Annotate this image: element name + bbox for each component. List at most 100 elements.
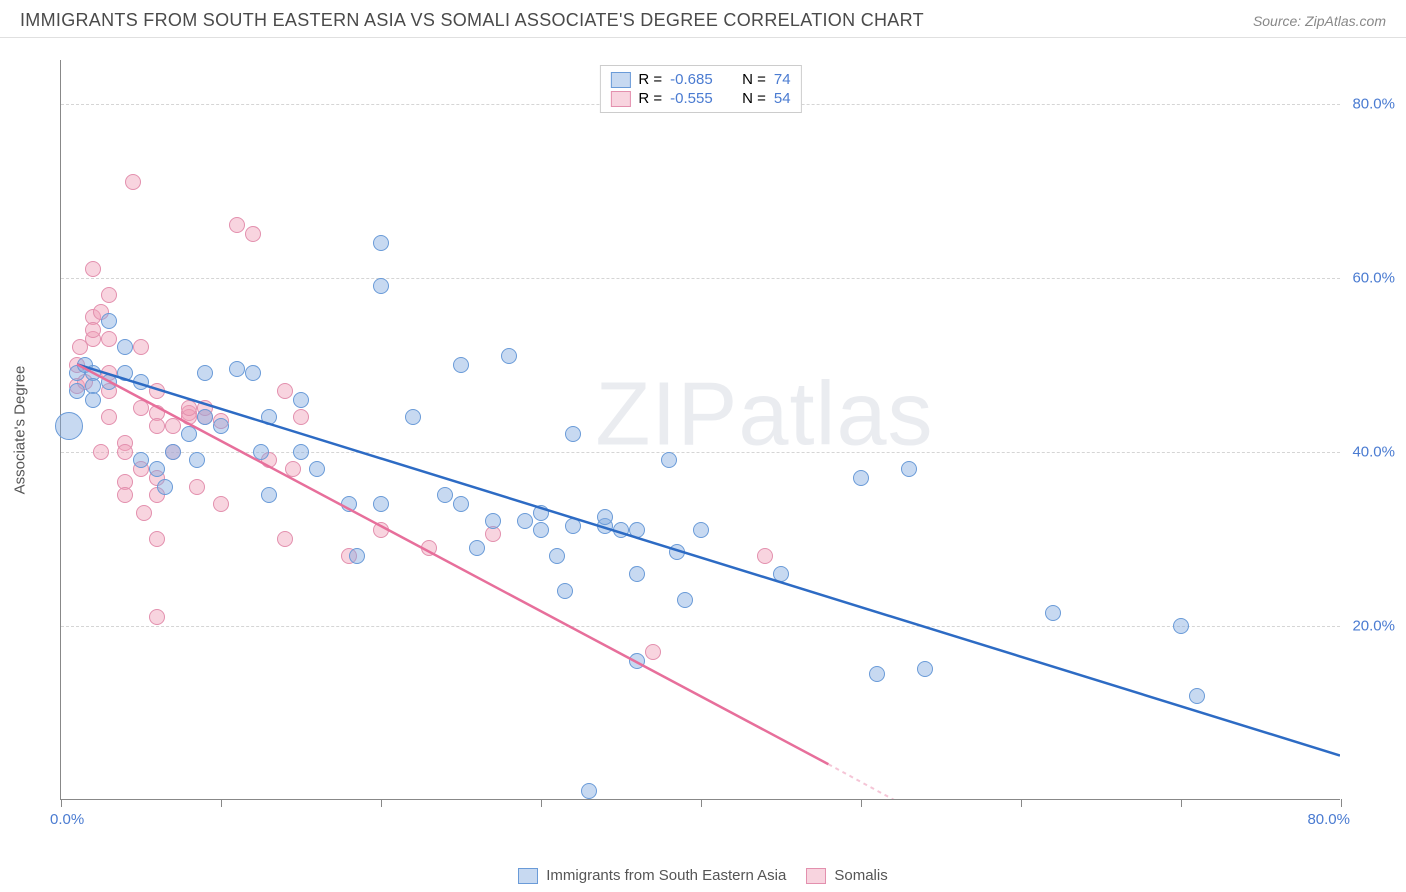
data-point (277, 383, 293, 399)
scatter-plot: ZIPatlas R =-0.685N =74R =-0.555N =54 20… (60, 60, 1340, 800)
data-point (149, 383, 165, 399)
data-point (133, 400, 149, 416)
data-point (165, 418, 181, 434)
data-point (133, 374, 149, 390)
chart-title: IMMIGRANTS FROM SOUTH EASTERN ASIA VS SO… (20, 10, 924, 31)
data-point (293, 392, 309, 408)
data-point (213, 496, 229, 512)
data-point (229, 217, 245, 233)
gridline (61, 278, 1340, 279)
data-point (101, 374, 117, 390)
data-point (136, 505, 152, 521)
data-point (253, 444, 269, 460)
data-point (629, 566, 645, 582)
data-point (261, 409, 277, 425)
data-point (405, 409, 421, 425)
data-point (181, 400, 197, 416)
y-tick-label: 20.0% (1352, 617, 1395, 634)
data-point (85, 322, 101, 338)
data-point (485, 513, 501, 529)
data-point (613, 522, 629, 538)
x-tick (541, 799, 542, 807)
data-point (773, 566, 789, 582)
data-point (645, 644, 661, 660)
data-point (1045, 605, 1061, 621)
data-point (189, 452, 205, 468)
legend-item: Immigrants from South Eastern Asia (518, 867, 786, 884)
data-point (93, 444, 109, 460)
data-point (533, 505, 549, 521)
x-tick-label-min: 0.0% (50, 811, 84, 828)
data-point (197, 409, 213, 425)
y-tick-label: 40.0% (1352, 443, 1395, 460)
data-point (117, 339, 133, 355)
data-point (549, 548, 565, 564)
data-point (901, 461, 917, 477)
legend-item: Somalis (806, 867, 887, 884)
gridline (61, 626, 1340, 627)
x-tick (381, 799, 382, 807)
data-point (309, 461, 325, 477)
data-point (853, 470, 869, 486)
data-point (149, 418, 165, 434)
legend-stats: R =-0.685N =74R =-0.555N =54 (599, 65, 801, 113)
data-point (629, 653, 645, 669)
data-point (629, 522, 645, 538)
data-point (117, 365, 133, 381)
data-point (101, 331, 117, 347)
chart-header: IMMIGRANTS FROM SOUTH EASTERN ASIA VS SO… (0, 0, 1406, 38)
data-point (133, 339, 149, 355)
data-point (101, 313, 117, 329)
data-point (277, 531, 293, 547)
data-point (293, 444, 309, 460)
data-point (149, 461, 165, 477)
data-point (245, 226, 261, 242)
data-point (437, 487, 453, 503)
data-point (581, 783, 597, 799)
data-point (341, 496, 357, 512)
y-tick-label: 80.0% (1352, 95, 1395, 112)
x-tick (701, 799, 702, 807)
legend-stat-row: R =-0.555N =54 (610, 89, 790, 108)
data-point (55, 412, 83, 440)
source-attribution: Source: ZipAtlas.com (1253, 13, 1386, 29)
data-point (869, 666, 885, 682)
data-point (421, 540, 437, 556)
legend-bottom: Immigrants from South Eastern Asia Somali… (0, 867, 1406, 884)
x-tick (221, 799, 222, 807)
data-point (181, 426, 197, 442)
y-axis-label: Associate's Degree (12, 366, 29, 495)
data-point (669, 544, 685, 560)
data-point (245, 365, 261, 381)
data-point (1173, 618, 1189, 634)
data-point (101, 409, 117, 425)
y-tick-label: 60.0% (1352, 269, 1395, 286)
data-point (453, 357, 469, 373)
data-point (149, 531, 165, 547)
chart-container: Associate's Degree ZIPatlas R =-0.685N =… (50, 60, 1380, 800)
data-point (117, 444, 133, 460)
data-point (165, 444, 181, 460)
data-point (213, 418, 229, 434)
x-tick (61, 799, 62, 807)
data-point (453, 496, 469, 512)
data-point (1189, 688, 1205, 704)
data-point (85, 392, 101, 408)
x-tick (861, 799, 862, 807)
data-point (917, 661, 933, 677)
data-point (565, 426, 581, 442)
data-point (501, 348, 517, 364)
data-point (101, 287, 117, 303)
data-point (229, 361, 245, 377)
data-point (373, 235, 389, 251)
data-point (565, 518, 581, 534)
data-point (373, 278, 389, 294)
data-point (189, 479, 205, 495)
data-point (517, 513, 533, 529)
data-point (133, 452, 149, 468)
data-point (469, 540, 485, 556)
data-point (757, 548, 773, 564)
data-point (125, 174, 141, 190)
data-point (85, 261, 101, 277)
data-point (117, 487, 133, 503)
